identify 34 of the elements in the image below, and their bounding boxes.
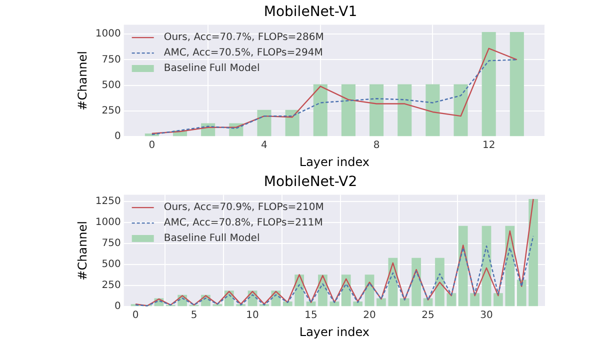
x-tick-label: 8 xyxy=(373,140,380,152)
y-tick-label: 1000 xyxy=(95,28,121,40)
legend-label: Ours, Acc=70.7%, FLOPs=286M xyxy=(164,32,324,44)
y-tick-label: 250 xyxy=(102,106,121,117)
x-tick-label: 10 xyxy=(246,310,259,322)
x-tick-label: 5 xyxy=(190,310,198,322)
legend-label: AMC, Acc=70.8%, FLOPs=211M xyxy=(164,218,323,229)
y-tick-label: 1250 xyxy=(95,196,121,208)
y-tick-label: 0 xyxy=(114,301,121,312)
x-axis-title: Layer index xyxy=(299,324,370,339)
y-axis-title: #Channel xyxy=(75,221,90,280)
y-tick-label: 0 xyxy=(114,131,121,142)
x-tick-label: 4 xyxy=(261,140,268,152)
x-tick-label: 25 xyxy=(422,310,434,322)
legend-label: AMC, Acc=70.5%, FLOPs=294M xyxy=(164,48,323,59)
y-tick-label: 500 xyxy=(102,80,121,91)
x-tick-label: 15 xyxy=(304,310,318,322)
y-tick-label: 750 xyxy=(102,238,121,250)
y-tick-label: 1000 xyxy=(95,217,121,228)
x-tick-label: 12 xyxy=(482,140,496,152)
x-tick-label: 30 xyxy=(480,310,493,322)
x-tick-label: 0 xyxy=(132,310,139,322)
x-tick-label: 0 xyxy=(148,140,156,152)
y-tick-label: 750 xyxy=(102,54,121,66)
y-tick-label: 250 xyxy=(102,280,121,292)
x-axis-title: Layer index xyxy=(299,154,370,169)
legend-label: Baseline Full Model xyxy=(164,63,260,74)
chart-title: MobileNet-V2 xyxy=(264,174,358,190)
chart-title: MobileNet-V1 xyxy=(264,4,358,20)
x-tick-label: 20 xyxy=(363,310,376,322)
legend-label: Baseline Full Model xyxy=(164,233,260,244)
y-axis-title: #Channel xyxy=(75,51,90,110)
legend-label: Ours, Acc=70.9%, FLOPs=210M xyxy=(164,202,324,214)
y-tick-label: 500 xyxy=(102,259,121,270)
